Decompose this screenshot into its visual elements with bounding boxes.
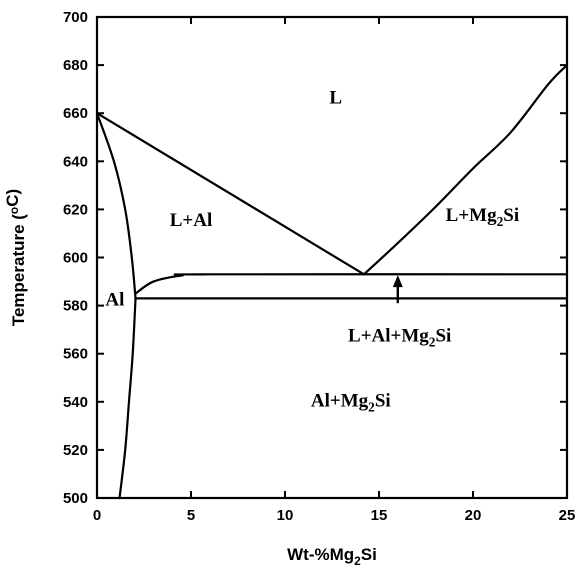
- y-tick-label: 680: [63, 57, 88, 74]
- y-tick-label: 580: [63, 298, 88, 315]
- y-tick-label: 700: [63, 9, 88, 26]
- boundary-liquidus-mg2si: [362, 63, 569, 276]
- y-tick-label: 500: [63, 490, 88, 507]
- region-label-3: Al: [105, 289, 124, 310]
- x-tick-label: 5: [187, 507, 195, 524]
- region-label-4: L+Al+Mg2Si: [348, 325, 451, 349]
- y-axis-title: Temperature (oC): [3, 189, 28, 326]
- region-label-1: L+Al: [170, 210, 213, 231]
- region-label-0: L: [329, 87, 342, 108]
- boundary-liquidus-al: [95, 112, 366, 276]
- region-label-2: L+Mg2Si: [446, 205, 519, 229]
- x-tick-label: 0: [93, 507, 101, 524]
- y-tick-label: 640: [63, 153, 88, 170]
- y-tick-label: 660: [63, 105, 88, 122]
- boundary-upper-boundary: [134, 273, 569, 295]
- x-axis-title: Wt-%Mg2Si: [287, 545, 377, 568]
- region-label-5: Al+Mg2Si: [311, 390, 391, 414]
- y-tick-label: 520: [63, 442, 88, 459]
- y-tick-label: 600: [63, 250, 88, 267]
- plot-frame: [95, 15, 569, 500]
- x-tick-label: 10: [277, 507, 294, 524]
- arrow-head: [392, 275, 403, 288]
- x-tick-label: 20: [465, 507, 482, 524]
- y-tick-label: 540: [63, 394, 88, 411]
- axis-ticks: 0 5 10 15 20 25 500 520 540 560 580 600 620 640 660 680…: [63, 9, 575, 524]
- y-tick-label: 560: [63, 346, 88, 363]
- region-labels: L L+Al L+Mg2Si Al L+Al+Mg2Si Al+Mg2Si: [105, 87, 519, 414]
- x-tick-label: 15: [371, 507, 388, 524]
- x-tick-label: 25: [559, 507, 576, 524]
- boundary-solidus: [95, 112, 137, 300]
- phase-boundaries: [95, 63, 569, 500]
- y-tick-label: 620: [63, 201, 88, 218]
- boundary-solvus: [118, 297, 137, 500]
